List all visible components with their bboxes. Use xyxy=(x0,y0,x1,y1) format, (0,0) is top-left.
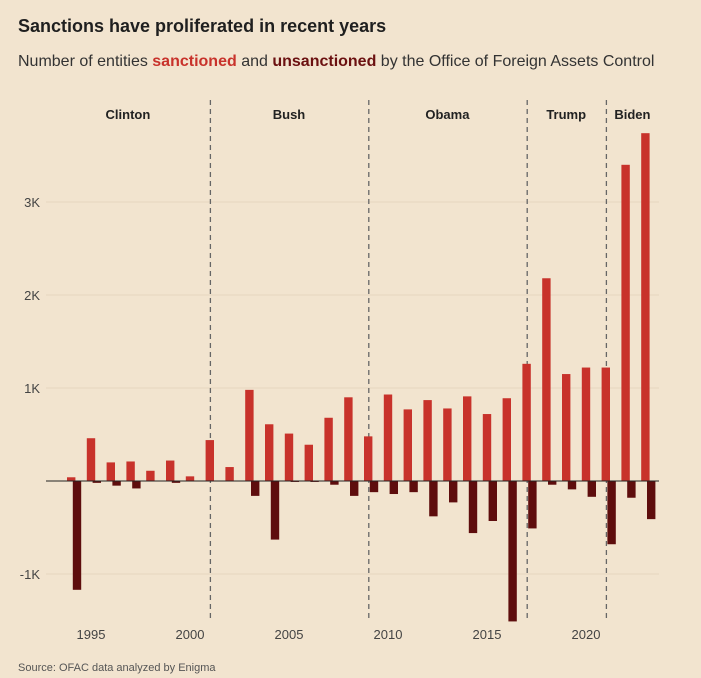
bar-sanctioned xyxy=(205,440,214,481)
bar-unsanctioned xyxy=(330,481,339,485)
bar-unsanctioned xyxy=(270,481,280,540)
bar-unsanctioned xyxy=(350,481,359,496)
subtitle-unsanctioned: unsanctioned xyxy=(272,53,377,70)
x-tick-label: 2015 xyxy=(473,627,502,642)
bar-sanctioned xyxy=(581,367,591,481)
subtitle-sanctioned: sanctioned xyxy=(152,53,237,70)
bar-sanctioned xyxy=(443,408,452,481)
sanctions-bar-chart: 3K 2K 1K -1K Clinton Bush Obama Trump Biden 1995 2… xyxy=(20,100,659,642)
bar-unsanctioned xyxy=(92,481,101,483)
bar-sanctioned xyxy=(67,477,76,481)
bar-unsanctioned xyxy=(389,481,398,495)
bar-sanctioned xyxy=(146,470,155,481)
bar-sanctioned xyxy=(463,396,472,481)
y-tick-label: 3K xyxy=(24,195,40,210)
bar-sanctioned xyxy=(126,461,135,481)
bar-sanctioned xyxy=(641,133,650,481)
bar-unsanctioned xyxy=(607,481,616,545)
subtitle-prefix: Number of entities xyxy=(18,53,153,70)
x-tick-label: 2000 xyxy=(176,627,205,642)
bar-unsanctioned xyxy=(72,481,82,590)
bar-sanctioned xyxy=(86,438,96,481)
bar-unsanctioned xyxy=(132,481,141,489)
era-label: Biden xyxy=(614,107,650,122)
bar-sanctioned xyxy=(601,367,610,481)
bar-unsanctioned xyxy=(468,481,478,534)
bar-unsanctioned xyxy=(528,481,537,529)
era-label: Clinton xyxy=(106,107,151,122)
bar-sanctioned xyxy=(562,374,571,481)
bar-unsanctioned xyxy=(449,481,458,503)
x-tick-label: 2020 xyxy=(572,627,601,642)
bar-unsanctioned xyxy=(409,481,418,493)
bar-sanctioned xyxy=(106,462,115,481)
bar-unsanctioned xyxy=(251,481,260,496)
bar-sanctioned xyxy=(502,398,511,481)
bar-sanctioned xyxy=(542,278,551,481)
chart-title: Sanctions have proliferated in recent ye… xyxy=(18,16,387,36)
bar-sanctioned xyxy=(225,467,234,481)
era-label: Trump xyxy=(546,107,586,122)
y-tick-label: -1K xyxy=(20,567,41,582)
bar-sanctioned xyxy=(383,394,393,481)
bar-unsanctioned xyxy=(112,481,121,486)
bar-sanctioned xyxy=(423,400,432,481)
bar-sanctioned xyxy=(482,414,492,481)
bar-unsanctioned xyxy=(508,481,517,622)
y-tick-label: 2K xyxy=(24,288,40,303)
bar-unsanctioned xyxy=(369,481,379,493)
source-note: Source: OFAC data analyzed by Enigma xyxy=(18,662,216,674)
subtitle-middle: and xyxy=(236,53,273,70)
bar-sanctioned xyxy=(403,409,412,481)
bar-sanctioned xyxy=(245,389,254,481)
bar-sanctioned xyxy=(304,444,313,481)
bar-unsanctioned xyxy=(587,481,596,497)
x-tick-label: 2005 xyxy=(275,627,304,642)
chart-subtitle: Number of entities sanctioned and unsanc… xyxy=(18,51,658,72)
bar-sanctioned xyxy=(364,436,373,481)
bar-sanctioned xyxy=(185,476,195,481)
x-tick-label: 2010 xyxy=(374,627,403,642)
era-label: Obama xyxy=(425,107,470,122)
bar-sanctioned xyxy=(166,460,175,481)
bar-unsanctioned xyxy=(627,481,636,498)
bar-sanctioned xyxy=(344,397,353,481)
bar-unsanctioned xyxy=(429,481,438,517)
bar-sanctioned xyxy=(324,417,333,481)
y-tick-label: 1K xyxy=(24,381,40,396)
bar-unsanctioned xyxy=(567,481,577,490)
era-label: Bush xyxy=(273,107,306,122)
bar-unsanctioned xyxy=(647,481,656,520)
bar-sanctioned xyxy=(522,363,531,481)
subtitle-suffix: by the Office of Foreign Assets Control xyxy=(376,53,655,70)
x-tick-label: 1995 xyxy=(77,627,106,642)
bar-sanctioned xyxy=(265,424,274,481)
bar-sanctioned xyxy=(621,164,630,482)
bar-sanctioned xyxy=(284,433,294,481)
bar-unsanctioned xyxy=(171,481,181,483)
bar-unsanctioned xyxy=(548,481,557,485)
bar-unsanctioned xyxy=(488,481,497,521)
